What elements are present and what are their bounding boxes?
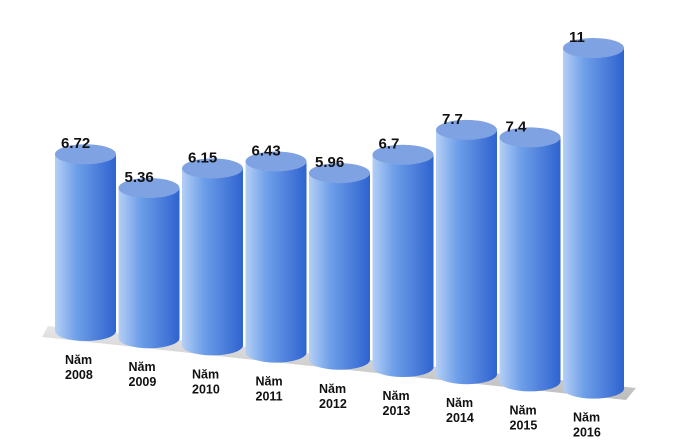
category-label-3: Năm 2010 xyxy=(192,367,220,396)
bars-group xyxy=(55,38,624,399)
category-label-7: Năm 2014 xyxy=(446,396,474,425)
category-label-9: Năm 2016 xyxy=(573,411,601,440)
bar-9 xyxy=(563,48,624,399)
bar-3 xyxy=(182,168,243,356)
bar-4 xyxy=(245,161,307,363)
data-label-6: 6.7 xyxy=(379,136,400,153)
data-label-9: 11 xyxy=(569,29,585,46)
bar-5 xyxy=(309,173,370,370)
data-label-8: 7.4 xyxy=(506,118,528,135)
bar-top-7 xyxy=(436,119,497,140)
bar-7 xyxy=(436,129,497,385)
category-label-6: Năm 2013 xyxy=(383,389,411,418)
data-label-7: 7.7 xyxy=(442,111,463,128)
bar-top-6 xyxy=(372,144,434,165)
bar-1 xyxy=(55,154,116,341)
bar-top-1 xyxy=(55,144,116,165)
category-label-4: Năm 2011 xyxy=(256,375,283,404)
data-label-3: 6.15 xyxy=(188,149,217,166)
bar-top-9 xyxy=(563,38,624,58)
bar-top-8 xyxy=(499,127,561,148)
data-label-1: 6.72 xyxy=(61,135,90,152)
data-label-2: 5.36 xyxy=(125,169,154,186)
bar-2 xyxy=(118,188,180,349)
category-label-8: Năm 2015 xyxy=(510,403,538,432)
bar-top-2 xyxy=(118,178,180,198)
data-label-4: 6.43 xyxy=(252,142,281,159)
bar-6 xyxy=(372,154,434,377)
data-label-5: 5.96 xyxy=(315,154,344,171)
category-label-5: Năm 2012 xyxy=(319,382,347,411)
bar-top-3 xyxy=(182,158,243,179)
bar-8 xyxy=(499,137,561,392)
bar-top-4 xyxy=(245,151,307,172)
bar-top-5 xyxy=(309,163,370,184)
category-label-1: Năm 2008 xyxy=(65,353,93,382)
labels-group: 6.72 Năm 2008 5.36 Năm 2009 6.15 Năm 2010 6.43 Năm… xyxy=(61,29,601,440)
category-label-2: Năm 2009 xyxy=(129,360,157,389)
